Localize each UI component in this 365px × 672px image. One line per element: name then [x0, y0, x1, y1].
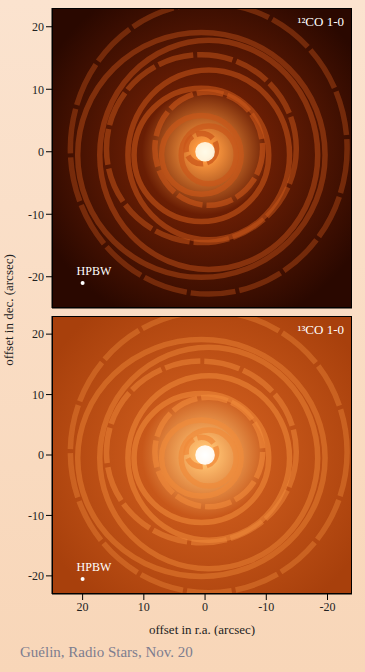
svg-text:10: 10: [32, 388, 44, 402]
svg-text:HPBW: HPBW: [77, 560, 112, 574]
svg-text:offset in dec. (arcsec): offset in dec. (arcsec): [1, 254, 16, 366]
svg-text:20: 20: [32, 20, 44, 34]
svg-text:¹³CO 1-0: ¹³CO 1-0: [298, 322, 344, 337]
svg-text:10: 10: [32, 83, 44, 97]
svg-text:20: 20: [77, 600, 89, 614]
svg-text:HPBW: HPBW: [77, 264, 112, 278]
svg-text:-10: -10: [28, 208, 44, 222]
svg-text:0: 0: [38, 448, 44, 462]
svg-text:0: 0: [38, 145, 44, 159]
svg-text:-20: -20: [28, 270, 44, 284]
svg-text:0: 0: [202, 600, 208, 614]
svg-text:20: 20: [32, 327, 44, 341]
svg-text:10: 10: [138, 600, 150, 614]
svg-text:¹²CO 1-0: ¹²CO 1-0: [298, 14, 344, 29]
svg-text:-10: -10: [258, 600, 274, 614]
html-text:Guélin, Radio Stars, Nov. 20: Guélin, Radio Stars, Nov. 20: [20, 644, 193, 660]
svg-text:-10: -10: [28, 509, 44, 523]
svg-text:offset in r.a. (arcsec): offset in r.a. (arcsec): [149, 622, 255, 636]
svg-text:-20: -20: [28, 569, 44, 583]
svg-text:-20: -20: [320, 600, 336, 614]
